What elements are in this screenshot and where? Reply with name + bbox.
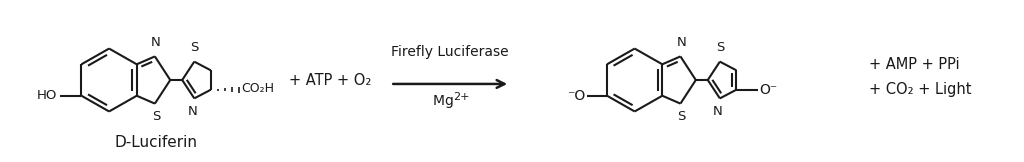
- Text: HO: HO: [37, 89, 57, 102]
- Text: N: N: [151, 36, 161, 49]
- Text: + CO₂ + Light: + CO₂ + Light: [869, 82, 972, 97]
- Text: S: S: [190, 41, 199, 54]
- Text: Firefly Luciferase: Firefly Luciferase: [391, 45, 509, 59]
- Text: N: N: [713, 105, 723, 118]
- Text: 2+: 2+: [453, 92, 469, 102]
- Text: N: N: [187, 105, 198, 118]
- Text: S: S: [677, 110, 686, 123]
- Text: S: S: [152, 110, 160, 123]
- Text: CO₂H: CO₂H: [242, 82, 274, 95]
- Text: ⁻O: ⁻O: [567, 89, 585, 103]
- Text: N: N: [677, 36, 686, 49]
- Text: Mg: Mg: [432, 94, 458, 108]
- Text: S: S: [716, 41, 724, 54]
- Text: D-Luciferin: D-Luciferin: [115, 135, 198, 150]
- Text: + AMP + PPi: + AMP + PPi: [869, 57, 959, 72]
- Text: O⁻: O⁻: [759, 83, 777, 97]
- Text: + ATP + O₂: + ATP + O₂: [290, 73, 372, 87]
